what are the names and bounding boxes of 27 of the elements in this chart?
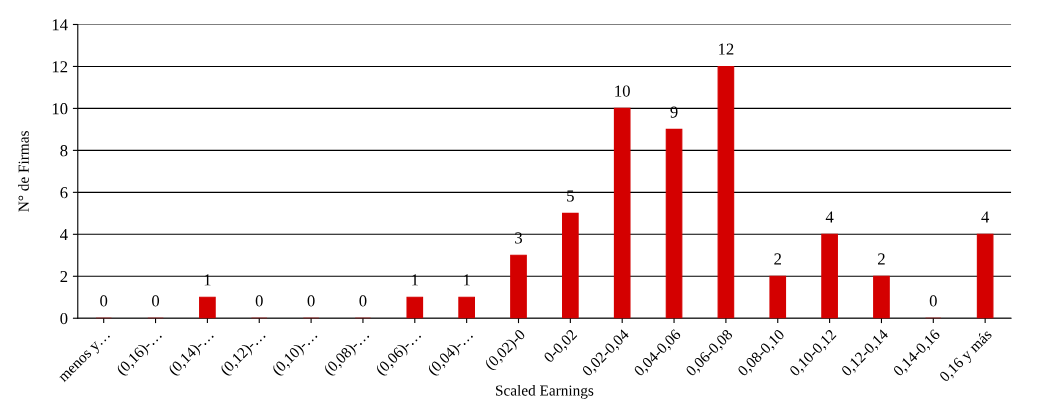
y-tick-label: 4: [60, 229, 68, 241]
data-label: 10: [615, 85, 630, 97]
data-label: 1: [463, 274, 470, 286]
data-label: 0: [307, 295, 315, 307]
data-label: 4: [825, 211, 834, 223]
data-label: 4: [981, 211, 990, 223]
y-axis-title: N° de Firmas: [18, 131, 29, 212]
data-label: 1: [412, 274, 418, 286]
data-label: 12: [719, 43, 734, 55]
y-tick-label: 0: [60, 312, 68, 325]
data-label: 3: [515, 232, 523, 244]
data-label: 0: [100, 295, 108, 307]
data-label: 0: [359, 295, 367, 307]
data-label: 0: [152, 295, 160, 307]
y-tick-label: 2: [60, 271, 68, 283]
data-label: 0: [929, 295, 937, 307]
data-label: 2: [878, 253, 885, 265]
data-label: 2: [774, 253, 781, 265]
x-axis-title: Scaled Earnings: [496, 384, 594, 399]
data-label: 0: [255, 295, 263, 307]
y-tick-label: 14: [52, 19, 68, 31]
y-tick-label: 8: [60, 145, 68, 157]
y-tick-label: 10: [52, 103, 68, 115]
y-tick-label: 6: [60, 187, 68, 199]
data-label: 1: [204, 274, 211, 286]
data-label: 5: [567, 190, 574, 202]
y-tick-label: 12: [52, 61, 68, 73]
